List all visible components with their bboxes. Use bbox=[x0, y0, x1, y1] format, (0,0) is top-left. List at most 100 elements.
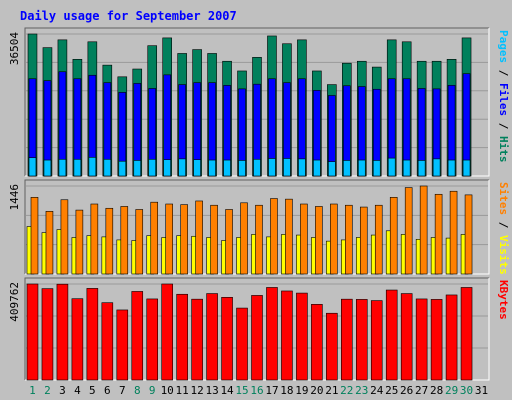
x-tick-label: 26 bbox=[400, 384, 413, 397]
bar-sites-day-9 bbox=[150, 201, 159, 275]
bar-pages-day-16 bbox=[253, 158, 261, 177]
x-tick-label: 9 bbox=[149, 384, 156, 397]
bar-sites-day-22 bbox=[345, 204, 353, 275]
axis-label-part: Files bbox=[497, 83, 510, 116]
panel-hits: 36504 Pages / Files / Hits bbox=[8, 27, 510, 177]
series-axis-label: Pages / Files / Hits bbox=[497, 30, 510, 163]
panel-sites: 1446 Sites / Visits bbox=[8, 179, 510, 275]
bar-sites-day-24 bbox=[374, 204, 383, 275]
bar-kbytes-day-21 bbox=[326, 312, 338, 381]
plot-frame-shadow bbox=[24, 179, 489, 274]
bar-pages-day-10 bbox=[163, 159, 171, 177]
x-tick-label: 31 bbox=[475, 384, 488, 397]
chart-title: Daily usage for September 2007 bbox=[20, 9, 237, 23]
bar-sites-day-15 bbox=[240, 202, 248, 275]
bar-sites-day-8 bbox=[135, 209, 144, 275]
bar-sites-day-27 bbox=[419, 185, 428, 275]
bar-pages-day-11 bbox=[178, 158, 186, 177]
bar-kbytes-day-20 bbox=[311, 304, 323, 381]
bar-kbytes-day-4 bbox=[71, 298, 84, 381]
x-tick-label: 22 bbox=[340, 384, 353, 397]
bar-pages-day-6 bbox=[103, 158, 112, 177]
x-tick-label: 14 bbox=[220, 384, 234, 397]
bar-sites-day-17 bbox=[270, 198, 278, 275]
bar-kbytes-day-29 bbox=[445, 294, 458, 381]
bar-sites-day-6 bbox=[105, 207, 114, 275]
bar-sites-day-10 bbox=[165, 203, 173, 275]
x-tick-label: 27 bbox=[415, 384, 428, 397]
bar-pages-day-22 bbox=[343, 160, 351, 177]
bar-pages-day-14 bbox=[223, 159, 231, 177]
bar-kbytes-day-2 bbox=[41, 288, 54, 381]
bar-pages-day-15 bbox=[238, 160, 246, 177]
x-tick-label: 7 bbox=[119, 384, 126, 397]
x-tick-label: 25 bbox=[385, 384, 398, 397]
axis-label-part: Pages bbox=[497, 30, 510, 63]
bar-sites-day-20 bbox=[315, 206, 323, 275]
bar-kbytes-day-25 bbox=[385, 289, 398, 381]
bar-kbytes-day-18 bbox=[281, 290, 293, 381]
bar-kbytes-day-8 bbox=[131, 291, 144, 381]
y-max-label: 1446 bbox=[8, 184, 21, 211]
bar-kbytes-day-19 bbox=[296, 292, 308, 381]
bar-pages-day-28 bbox=[432, 158, 441, 177]
x-tick-label: 2 bbox=[44, 384, 51, 397]
bar-pages-day-3 bbox=[58, 158, 67, 177]
bar-kbytes-day-1 bbox=[26, 283, 39, 381]
bar-kbytes-day-30 bbox=[460, 287, 473, 381]
bar-sites-day-13 bbox=[210, 204, 218, 275]
x-axis: 1 2 3 4 5 6 7 8 9 10 11 12 13 14 15 16 17 18 19 20 21 22 23 24 2… bbox=[29, 384, 488, 397]
series-axis-label: Sites / Visits bbox=[497, 182, 510, 275]
panel-kbytes: 409762 KBytes bbox=[8, 277, 510, 381]
bar-kbytes-day-28 bbox=[430, 299, 443, 381]
x-tick-label: 19 bbox=[295, 384, 308, 397]
bar-sites-day-26 bbox=[404, 187, 413, 275]
x-tick-label: 3 bbox=[59, 384, 66, 397]
bar-pages-day-29 bbox=[447, 159, 456, 177]
x-tick-label: 23 bbox=[355, 384, 368, 397]
bar-pages-day-1 bbox=[28, 157, 37, 177]
x-tick-label: 20 bbox=[310, 384, 323, 397]
bar-kbytes-day-16 bbox=[251, 295, 263, 381]
axis-label-part: Sites bbox=[497, 182, 510, 215]
bar-sites-day-21 bbox=[330, 203, 338, 275]
bar-pages-day-4 bbox=[73, 158, 82, 177]
axis-label-part: / bbox=[497, 116, 510, 136]
bar-pages-day-17 bbox=[268, 158, 276, 177]
bar-pages-day-9 bbox=[148, 158, 157, 177]
bar-sites-day-23 bbox=[359, 206, 368, 275]
bar-kbytes-day-26 bbox=[400, 293, 413, 381]
bar-sites-day-29 bbox=[449, 190, 458, 275]
bar-kbytes-day-14 bbox=[221, 296, 233, 381]
axis-label-part: KBytes bbox=[497, 280, 510, 320]
bar-sites-day-3 bbox=[60, 199, 69, 275]
bar-sites-day-7 bbox=[120, 206, 129, 275]
x-tick-label: 30 bbox=[460, 384, 473, 397]
chart-panels: 36504 Pages / Files / Hits 1446 Sites / Vis… bbox=[8, 27, 510, 381]
bar-kbytes-day-5 bbox=[86, 288, 99, 381]
bar-kbytes-day-6 bbox=[101, 302, 114, 381]
bar-pages-day-13 bbox=[208, 159, 216, 177]
bar-pages-day-24 bbox=[372, 160, 381, 177]
bar-kbytes-day-27 bbox=[415, 298, 428, 381]
bar-pages-day-30 bbox=[462, 159, 471, 177]
bar-pages-day-19 bbox=[298, 158, 306, 177]
plot-frame-shadow bbox=[24, 277, 489, 380]
x-tick-label: 8 bbox=[134, 384, 141, 397]
x-tick-label: 1 bbox=[29, 384, 36, 397]
bar-sites-day-18 bbox=[285, 198, 293, 275]
bar-kbytes-day-11 bbox=[176, 293, 188, 381]
x-tick-label: 5 bbox=[89, 384, 96, 397]
bar-kbytes-day-9 bbox=[146, 298, 159, 381]
bar-kbytes-day-22 bbox=[341, 298, 353, 381]
bar-sites-day-19 bbox=[300, 203, 308, 275]
axis-label-part: / bbox=[497, 63, 510, 83]
bar-pages-day-20 bbox=[313, 159, 321, 177]
x-tick-label: 15 bbox=[235, 384, 248, 397]
bar-sites-day-11 bbox=[180, 204, 188, 275]
bar-kbytes-day-12 bbox=[191, 298, 203, 381]
bar-kbytes-day-23 bbox=[355, 299, 368, 381]
bar-sites-day-4 bbox=[75, 209, 84, 275]
bar-sites-day-30 bbox=[464, 194, 473, 275]
